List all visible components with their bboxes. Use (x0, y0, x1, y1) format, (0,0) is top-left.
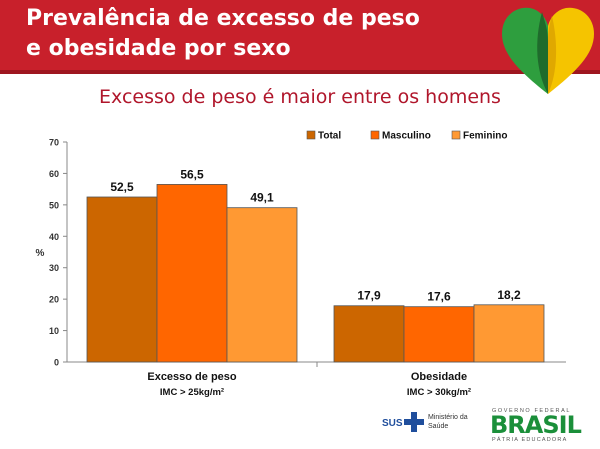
y-tick-label: 10 (49, 326, 59, 336)
bar-data-label: 18,2 (497, 288, 521, 302)
governo-federal-logo: GOVERNO FEDERAL BRASIL PÁTRIA EDUCADORA (488, 404, 596, 444)
y-tick-label: 50 (49, 200, 59, 210)
y-tick-label: 40 (49, 232, 59, 242)
cross-icon (404, 412, 424, 432)
heart-logo-icon (502, 7, 594, 94)
legend-swatch (451, 130, 461, 140)
y-tick-label: 30 (49, 263, 59, 273)
x-category-label: Excesso de peso (147, 371, 237, 383)
x-category-label: Obesidade (411, 371, 467, 383)
header-bar (0, 0, 600, 70)
page-title-line-2: e obesidade por sexo (26, 36, 291, 61)
bar (473, 304, 545, 363)
legend-swatch (370, 130, 380, 140)
bar-data-label: 17,9 (357, 289, 381, 303)
bar (403, 306, 475, 363)
page-title-line-1: Prevalência de excesso de peso (26, 6, 420, 31)
legend-label: Total (318, 131, 341, 142)
x-category-sublabel: IMC > 30kg/m² (407, 387, 471, 398)
bar (333, 305, 405, 363)
bar-chart: 0 10 20 30 40 50 60 70% 52,5 56,5 49,1 Excesso de p… (36, 130, 566, 398)
y-tick-label: 70 (49, 138, 59, 148)
governo-federal-label: GOVERNO FEDERAL (492, 408, 572, 414)
ministerio-line-2: Saúde (428, 423, 449, 430)
chart-subtitle: Excesso de peso é maior entre os homens (99, 86, 501, 108)
legend-label: Masculino (382, 131, 431, 142)
sus-logo: SUS Ministério da Saúde (382, 404, 512, 444)
bar-data-label: 52,5 (110, 180, 134, 194)
ministerio-line-1: Ministério da (428, 414, 468, 421)
y-tick-label: 0 (54, 358, 59, 368)
y-axis-label: % (36, 248, 45, 259)
x-category-sublabel: IMC > 25kg/m² (160, 387, 224, 398)
patria-educadora-label: PÁTRIA EDUCADORA (492, 437, 568, 443)
brasil-wordmark: BRASIL (490, 411, 582, 439)
y-tick-label: 20 (49, 295, 59, 305)
ministerio-label: Ministério da Saúde (428, 413, 488, 431)
bar-data-label: 56,5 (180, 167, 204, 181)
bar (86, 196, 158, 363)
legend-label: Feminino (463, 131, 507, 142)
bar (156, 184, 228, 363)
bar-data-label: 49,1 (250, 191, 274, 205)
bar-data-label: 17,6 (427, 290, 451, 304)
y-tick-label: 60 (49, 169, 59, 179)
header-stripe (0, 70, 600, 74)
legend-swatch (306, 130, 316, 140)
sus-label: SUS (382, 418, 403, 429)
bar (226, 207, 298, 363)
